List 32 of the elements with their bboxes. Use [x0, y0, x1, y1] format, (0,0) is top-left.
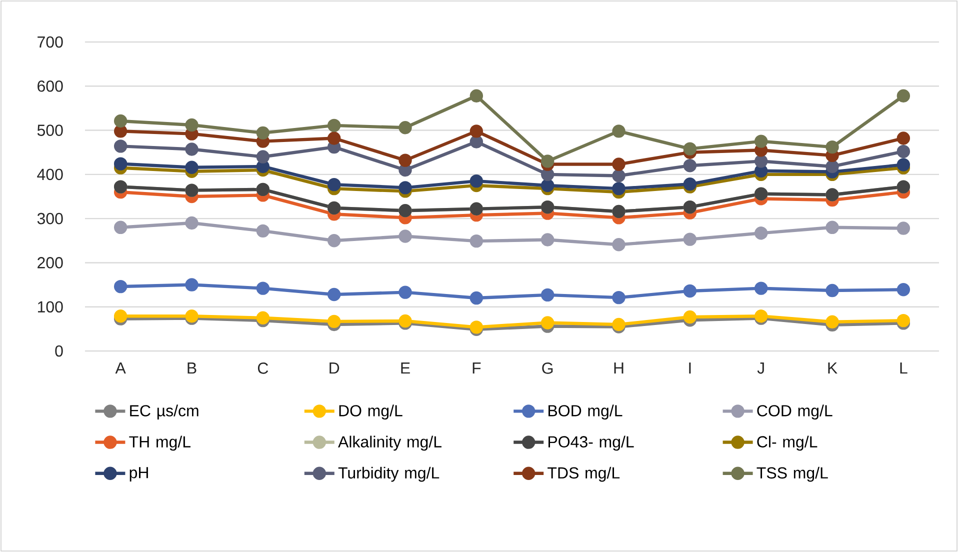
x-tick-label: B — [188, 362, 196, 374]
legend-label: EC µs/cm — [130, 404, 198, 420]
x-tick-label: F — [472, 362, 481, 374]
x-tick-label: C — [258, 362, 268, 374]
y-tick-label: 600 — [38, 80, 63, 92]
y-tick-label: 500 — [37, 124, 63, 136]
y-tick-label: 700 — [38, 36, 63, 48]
legend-label: DO mg/L — [339, 404, 402, 420]
x-tick-label: I — [689, 362, 691, 374]
x-tick-label: J — [757, 362, 764, 374]
legend-label: pH — [130, 467, 148, 482]
legend-label: TSS mg/L — [756, 466, 828, 482]
legend-label: COD mg/L — [757, 404, 832, 420]
x-tick-label: L — [900, 362, 908, 374]
x-tick-label: E — [401, 362, 410, 374]
x-tick-label: A — [115, 362, 126, 374]
legend-label: TDS mg/L — [548, 466, 620, 482]
y-tick-label: 400 — [37, 168, 63, 180]
x-tick-label: D — [330, 362, 340, 374]
legend-label: Turbidity mg/L — [338, 466, 440, 482]
x-tick-label: K — [828, 362, 838, 374]
legend-label: Alkalinity mg/L — [338, 436, 442, 451]
legend-label: PO43- mg/L — [548, 436, 634, 451]
legend-label: BOD mg/L — [548, 404, 622, 420]
legend-label: TH mg/L — [129, 436, 190, 451]
y-tick-label: 200 — [38, 257, 63, 268]
y-tick-label: 0 — [55, 345, 63, 357]
y-tick-label: 100 — [38, 301, 63, 313]
legend-label: Cl- mg/L — [757, 436, 818, 451]
x-tick-label: G — [542, 362, 553, 374]
y-tick-label: 300 — [37, 212, 63, 224]
x-tick-label: H — [614, 362, 624, 374]
